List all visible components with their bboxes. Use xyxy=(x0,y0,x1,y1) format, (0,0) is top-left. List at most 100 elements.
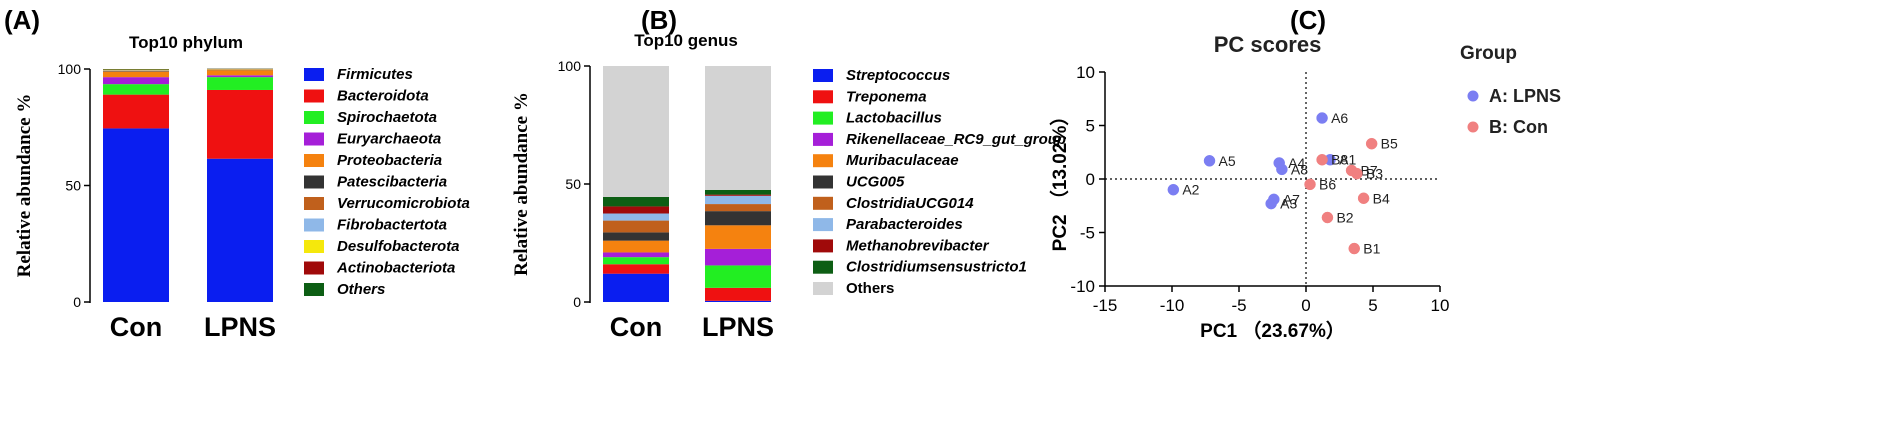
genus-chart: Top10 genus Relative abundance % 0 50 100 Con… xyxy=(511,31,1066,342)
chart-title: PC scores xyxy=(1214,32,1322,57)
data-point-a3 xyxy=(1265,197,1277,210)
point-label: B6 xyxy=(1319,176,1336,192)
legend-label: Others xyxy=(337,281,385,298)
point-label: A3 xyxy=(1280,196,1297,212)
bar-segment-con-rikenellaceae-rc9-gut-group xyxy=(603,252,669,258)
bar-segment-con-clostridiaucg014 xyxy=(603,220,669,233)
legend-swatch xyxy=(813,260,833,274)
bar-segment-lpns-muribaculaceae xyxy=(705,225,771,249)
panel-label-b: (B) xyxy=(641,5,677,35)
bar-segment-lpns-clostridiumsensustricto1 xyxy=(705,189,771,195)
data-point-b3 xyxy=(1351,167,1363,180)
point-label: B1 xyxy=(1363,241,1380,257)
legend-label: Clostridiumsensustricto1 xyxy=(846,259,1027,276)
x-category-label: Con xyxy=(110,312,162,342)
legend-label: UCG005 xyxy=(846,174,905,191)
x-tick-label: -5 xyxy=(1231,296,1246,315)
legend-title: Group xyxy=(1460,43,1517,64)
legend-swatch xyxy=(304,132,324,146)
panel-label-c: (C) xyxy=(1290,5,1326,35)
legend-label: Spirochaetota xyxy=(337,109,437,126)
bar-segment-con-ucg005 xyxy=(603,232,669,241)
bar-segment-con-clostridiumsensustricto1 xyxy=(603,196,669,207)
bar-segment-lpns-others xyxy=(705,66,771,190)
y-tick-label: 0 xyxy=(573,294,581,310)
y-tick-label: 100 xyxy=(58,61,82,77)
point-label: A4 xyxy=(1288,155,1305,171)
x-tick-label: 0 xyxy=(1301,296,1310,315)
bar-segment-lpns-parabacteroides xyxy=(705,195,771,205)
legend-swatch xyxy=(304,154,324,167)
legend-swatch xyxy=(304,68,324,81)
legend-label: Muribaculaceae xyxy=(846,152,959,169)
legend-swatch xyxy=(304,197,324,210)
bar-segment-lpns-spirochaetota xyxy=(207,77,273,90)
legend-swatch xyxy=(304,111,324,124)
legend-label: Actinobacteriota xyxy=(336,260,455,277)
y-axis-label: Relative abundance % xyxy=(14,94,35,278)
panel-label-a: (A) xyxy=(4,5,40,35)
data-point-b1 xyxy=(1348,242,1360,255)
x-tick-label: 5 xyxy=(1368,296,1377,315)
bar-segment-con-verrucomicrobiota xyxy=(103,70,169,72)
point-label: A8 xyxy=(1291,161,1308,177)
y-tick-label: 100 xyxy=(558,58,582,74)
bar-segment-con-spirochaetota xyxy=(103,84,169,95)
legend-label: Lactobacillus xyxy=(846,110,942,127)
bar-segment-con-firmicutes xyxy=(103,128,169,302)
legend-swatch xyxy=(813,154,833,168)
bar-segment-lpns-proteobacteria xyxy=(207,70,273,76)
y-axis-label: PC2 （13.02%） xyxy=(1048,107,1071,252)
point-label: B7 xyxy=(1361,162,1378,178)
legend-label: Proteobacteria xyxy=(337,152,442,169)
legend-label: A: LPNS xyxy=(1489,86,1561,106)
bar-segment-lpns-lactobacillus xyxy=(705,265,771,288)
legend-swatch xyxy=(813,239,833,253)
legend-label: Firmicutes xyxy=(337,66,413,83)
legend-swatch xyxy=(304,283,324,296)
data-point-a8 xyxy=(1276,163,1288,176)
y-tick-label: -5 xyxy=(1080,224,1095,243)
bar-segment-lpns-methanobrevibacter xyxy=(705,194,771,196)
legend-label: Euryarchaeota xyxy=(337,131,441,148)
legend-marker xyxy=(1467,121,1479,133)
bar-segment-con-muribaculaceae xyxy=(603,240,669,253)
y-tick-label: 0 xyxy=(73,294,81,310)
bar-segment-con-parabacteroides xyxy=(603,213,669,221)
legend-swatch xyxy=(304,240,324,253)
point-label: A2 xyxy=(1182,182,1199,198)
legend-label: Fibrobactertota xyxy=(337,217,447,234)
legend-label: ClostridiaUCG014 xyxy=(846,195,974,212)
y-tick-label: -10 xyxy=(1070,277,1095,296)
x-tick-label: -15 xyxy=(1093,296,1118,315)
bar-segment-lpns-clostridiaucg014 xyxy=(705,204,771,212)
legend-swatch xyxy=(813,175,833,189)
point-label: B5 xyxy=(1381,136,1398,152)
x-category-label: Con xyxy=(610,312,662,342)
legend-marker xyxy=(1467,90,1479,102)
legend-swatch xyxy=(813,132,833,146)
chart-title: Top10 genus xyxy=(634,31,738,50)
data-point-b4 xyxy=(1357,192,1370,205)
y-tick-label: 5 xyxy=(1086,117,1095,136)
legend-swatch xyxy=(813,282,833,295)
legend-label: Others xyxy=(846,280,894,297)
legend-swatch xyxy=(813,111,833,125)
bar-segment-con-methanobrevibacter xyxy=(603,206,669,214)
bar-segment-con-streptococcus xyxy=(603,273,669,302)
x-tick-label: 10 xyxy=(1431,296,1450,315)
y-tick-label: 50 xyxy=(65,178,81,194)
legend-label: Desulfobacterota xyxy=(337,238,460,255)
bar-segment-con-bacteroidota xyxy=(103,94,169,129)
legend-swatch xyxy=(813,218,833,232)
legend-swatch xyxy=(813,196,833,210)
point-label: A7 xyxy=(1283,191,1300,207)
data-point-b6 xyxy=(1304,178,1316,191)
x-tick-label: -10 xyxy=(1160,296,1185,315)
legend-label: B: Con xyxy=(1489,117,1548,137)
y-tick-label: 10 xyxy=(1076,63,1095,82)
data-point-b5 xyxy=(1365,137,1378,150)
data-point-a2 xyxy=(1167,183,1180,196)
